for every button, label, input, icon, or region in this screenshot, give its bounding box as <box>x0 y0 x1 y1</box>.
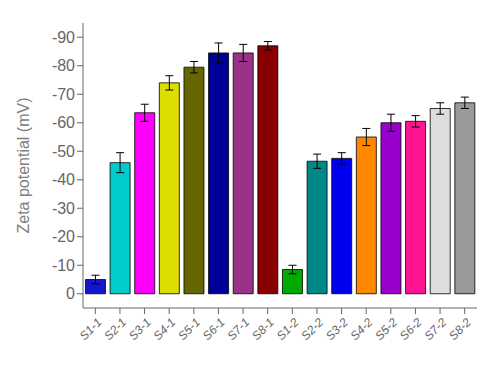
svg-text:-70: -70 <box>52 86 75 103</box>
svg-text:-20: -20 <box>52 228 75 245</box>
svg-text:S5-2: S5-2 <box>372 315 400 343</box>
svg-text:-80: -80 <box>52 57 75 74</box>
svg-text:S4-1: S4-1 <box>151 315 179 343</box>
svg-text:-40: -40 <box>52 171 75 188</box>
svg-text:S3-2: S3-2 <box>323 315 351 343</box>
svg-text:-10: -10 <box>52 257 75 274</box>
svg-text:S2-2: S2-2 <box>298 315 326 343</box>
svg-text:S6-2: S6-2 <box>397 315 425 343</box>
svg-text:0: 0 <box>66 285 75 302</box>
svg-text:S6-1: S6-1 <box>200 315 228 343</box>
svg-text:S1-2: S1-2 <box>274 315 302 343</box>
svg-text:S8-1: S8-1 <box>249 315 277 343</box>
svg-text:S4-2: S4-2 <box>348 315 376 343</box>
svg-text:S3-1: S3-1 <box>126 315 154 343</box>
svg-text:-30: -30 <box>52 200 75 217</box>
svg-text:S7-2: S7-2 <box>421 315 449 343</box>
svg-text:-60: -60 <box>52 114 75 131</box>
svg-text:S1-1: S1-1 <box>77 315 105 343</box>
svg-text:S7-1: S7-1 <box>224 315 252 343</box>
svg-text:S5-1: S5-1 <box>175 315 203 343</box>
svg-text:-90: -90 <box>52 29 75 46</box>
svg-text:Zeta potential (mV): Zeta potential (mV) <box>15 97 32 233</box>
svg-text:S8-2: S8-2 <box>446 315 474 343</box>
svg-text:-50: -50 <box>52 143 75 160</box>
svg-text:S2-1: S2-1 <box>101 315 129 343</box>
